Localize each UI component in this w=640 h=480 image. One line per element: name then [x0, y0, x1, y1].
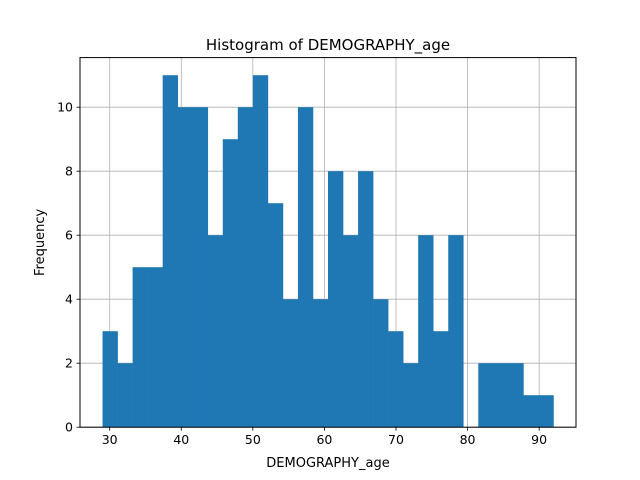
y-tick-label: 2 — [65, 356, 73, 371]
histogram-bar — [297, 107, 314, 428]
histogram-bar — [147, 267, 163, 428]
histogram-bar — [102, 331, 118, 428]
y-tick-label: 10 — [57, 100, 73, 115]
histogram-bar — [282, 299, 299, 428]
histogram-bar — [312, 299, 329, 428]
y-tick-label: 0 — [65, 420, 73, 435]
histogram-bar — [162, 75, 178, 428]
y-tick-label: 6 — [65, 228, 73, 243]
x-axis-ticks: 30 40 50 60 70 80 90 — [102, 427, 547, 447]
histogram-bar — [343, 235, 359, 428]
x-tick-label: 30 — [102, 432, 118, 447]
histogram-bar — [403, 363, 419, 428]
y-tick-label: 4 — [65, 292, 73, 307]
histogram-bar — [433, 331, 449, 428]
x-tick-label: 40 — [173, 432, 189, 447]
x-tick-label: 80 — [460, 432, 476, 447]
histogram-bar — [358, 171, 374, 428]
histogram-bar — [493, 363, 509, 428]
y-axis-title: Frequency — [33, 209, 48, 276]
histogram-bar — [388, 331, 404, 428]
x-tick-label: 70 — [388, 432, 404, 447]
histogram-bar — [222, 139, 239, 428]
histogram-bar — [207, 235, 224, 428]
histogram-bar — [267, 203, 284, 428]
histogram-bar — [373, 299, 389, 428]
y-tick-label: 8 — [65, 164, 73, 179]
x-tick-label: 90 — [531, 432, 547, 447]
plot-frame — [79, 57, 577, 428]
histogram-bar — [523, 395, 539, 428]
histogram-bar — [117, 363, 133, 428]
histogram-bar — [418, 235, 434, 428]
bars — [102, 75, 554, 428]
histogram-bar — [538, 395, 554, 428]
histogram-bar — [478, 363, 494, 428]
histogram-bar — [237, 107, 254, 428]
histogram-bar — [252, 75, 269, 428]
histogram-bar — [328, 171, 344, 428]
histogram-bar — [132, 267, 148, 428]
chart-title: Histogram of DEMOGRAPHY_age — [206, 36, 450, 55]
x-axis-title: DEMOGRAPHY_age — [266, 456, 389, 471]
histogram-bar — [177, 107, 194, 428]
x-tick-label: 50 — [245, 432, 261, 447]
histogram-bar — [508, 363, 524, 428]
histogram-bar — [448, 235, 464, 428]
histogram-bar — [192, 107, 209, 428]
x-tick-label: 60 — [316, 432, 332, 447]
y-axis-ticks: 0 2 4 6 8 10 — [57, 100, 80, 435]
